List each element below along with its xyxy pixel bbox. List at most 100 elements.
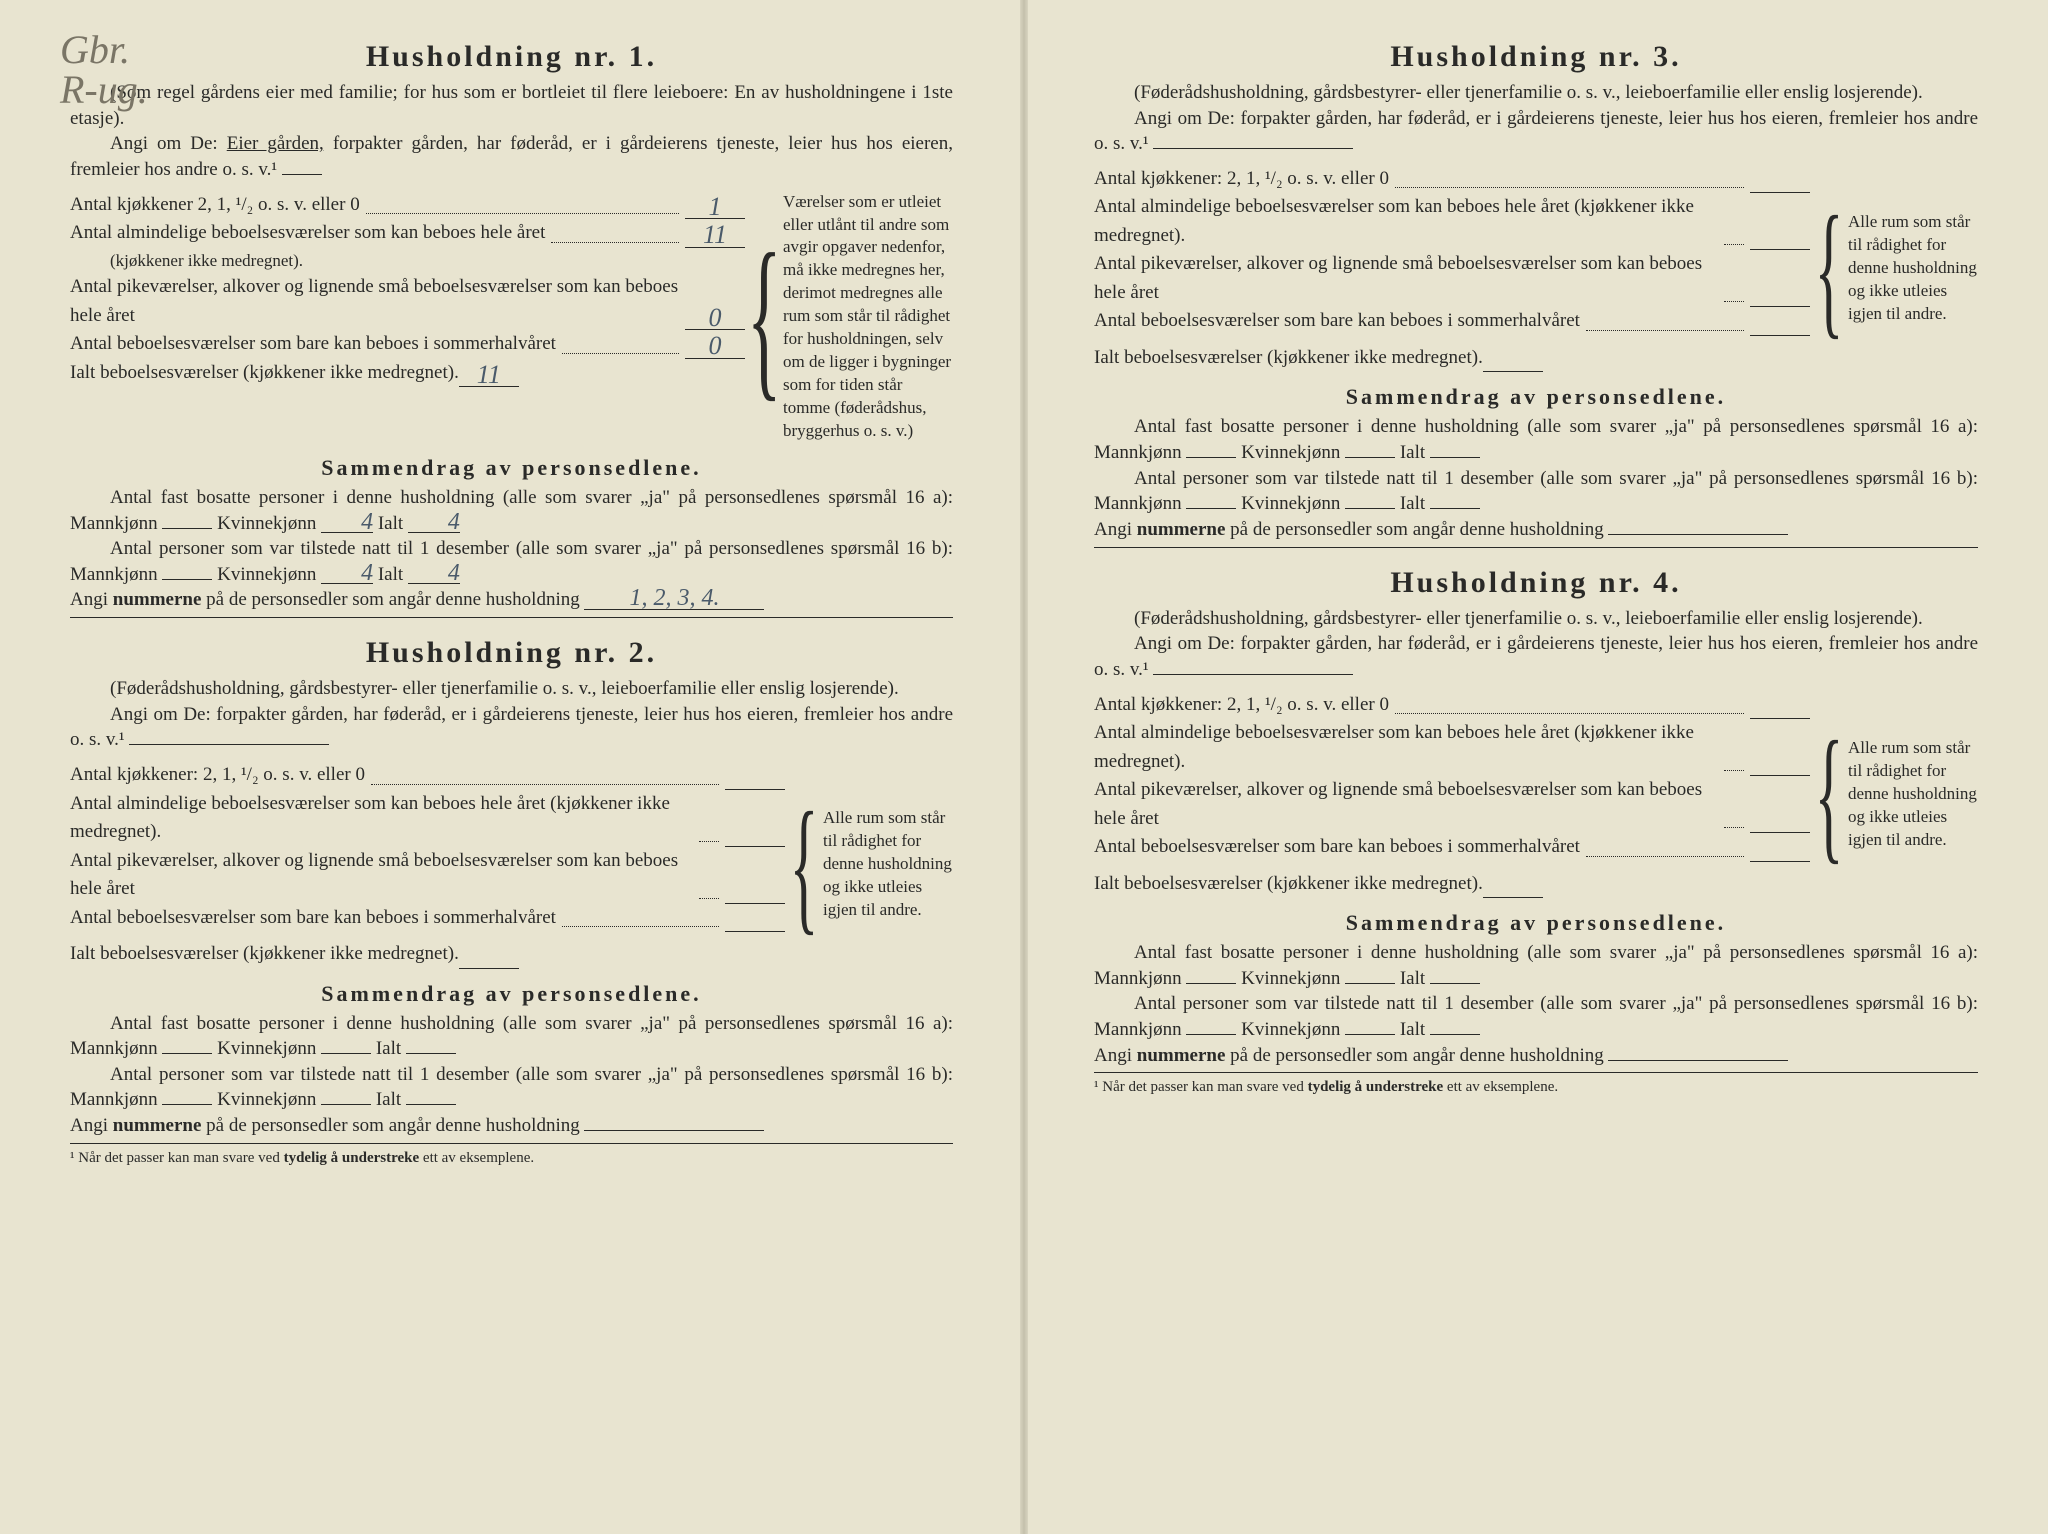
h4-title: Husholdning nr. 4. [1094, 566, 1978, 600]
brace: { [795, 761, 813, 969]
h3-snum-val [1608, 534, 1788, 535]
h1-r1: Antal kjøkkener 2, 1, ¹/₂ o. s. v. eller… [70, 191, 745, 220]
h2-title: Husholdning nr. 2. [70, 636, 953, 670]
fn-bold: tydelig å understreke [284, 1150, 420, 1166]
h1-s1b-kv: Kvinnekjønn [217, 564, 316, 585]
h3-r1: Antal kjøkkener: 2, 1, ¹/₂ o. s. v. elle… [1094, 165, 1810, 194]
h2-rows: Antal kjøkkener: 2, 1, ¹/₂ o. s. v. elle… [70, 761, 785, 969]
h4-s1a-m [1186, 983, 1236, 984]
h2-r4-val [725, 931, 785, 932]
dots [1724, 770, 1744, 771]
h2-s1b-text: Antal personer som var tilstede natt til… [70, 1064, 953, 1111]
household-2: Husholdning nr. 2. (Føderådshusholdning,… [70, 636, 953, 1167]
h1-sub: (Som regel gårdens eier med familie; for… [70, 80, 953, 131]
fn-bold-r: tydelig å understreke [1308, 1079, 1444, 1095]
h4-s1b: Antal personer som var tilstede natt til… [1094, 991, 1978, 1042]
h2-angi-fill [129, 744, 329, 745]
h2-r1: Antal kjøkkener: 2, 1, ¹/₂ o. s. v. elle… [70, 761, 785, 790]
brace: { [1820, 691, 1838, 899]
h4-r3-val [1750, 832, 1810, 833]
dots [562, 353, 679, 354]
h2-s1a-kv-val [321, 1053, 371, 1054]
h4-r4-val [1750, 861, 1810, 862]
h3-sub: (Føderådshusholdning, gårdsbestyrer- ell… [1094, 80, 1978, 106]
h4-r4-label: Antal beboelsesværelser som bare kan beb… [1094, 833, 1580, 862]
h4-r4: Antal beboelsesværelser som bare kan beb… [1094, 833, 1810, 862]
h2-r1-val [725, 789, 785, 790]
h4-angi: Angi om De: forpakter gården, har føderå… [1094, 631, 1978, 682]
h1-snum: Angi nummerne på de personsedler som ang… [70, 587, 953, 613]
household-3: Husholdning nr. 3. (Føderådshusholdning,… [1094, 40, 1978, 548]
dots [562, 926, 719, 927]
h1-r5-label: Ialt beboelsesværelser (kjøkkener ikke m… [70, 359, 459, 388]
h2-angi-text: Angi om De: forpakter gården, har føderå… [70, 704, 953, 751]
h1-angi-pre: Angi om De: [110, 133, 218, 154]
h3-snum: Angi nummerne på de personsedler som ang… [1094, 517, 1978, 543]
h1-s1a-ialt: Ialt [378, 513, 403, 534]
h2-r5-val [459, 968, 519, 969]
h1-s1a-text: Antal fast bosatte personer i denne hush… [70, 487, 953, 534]
h3-r4-val [1750, 335, 1810, 336]
h2-r5: Ialt beboelsesværelser (kjøkkener ikke m… [70, 940, 785, 969]
h2-r2: Antal almindelige beboelsesværelser som … [70, 790, 785, 847]
dots [699, 898, 719, 899]
h4-rows-block: Antal kjøkkener: 2, 1, ¹/₂ o. s. v. elle… [1094, 691, 1978, 899]
h1-r3-val: 0 [685, 306, 745, 330]
h1-s1a: Antal fast bosatte personer i denne hush… [70, 485, 953, 536]
divider [70, 1143, 953, 1144]
h3-note: Alle rum som står til rådighet for denne… [1848, 165, 1978, 373]
h1-r4-val: 0 [685, 334, 745, 358]
h1-r3-label: Antal pikeværelser, alkover og lignende … [70, 273, 685, 330]
h3-angi-fill [1153, 148, 1353, 149]
h4-r2: Antal almindelige beboelsesværelser som … [1094, 719, 1810, 776]
footnote-left: ¹ Når det passer kan man svare ved tydel… [70, 1150, 953, 1167]
h2-s1a-text: Antal fast bosatte personer i denne hush… [70, 1013, 953, 1060]
h4-angi-fill [1153, 674, 1353, 675]
h1-s1b: Antal personer som var tilstede natt til… [70, 536, 953, 587]
h4-r1-label: Antal kjøkkener: 2, 1, ¹/₂ o. s. v. elle… [1094, 691, 1389, 720]
h4-r5-label: Ialt beboelsesværelser (kjøkkener ikke m… [1094, 870, 1483, 899]
h4-s1a-kv: Kvinnekjønn [1241, 968, 1340, 989]
fn-pre: ¹ Når det passer kan man svare ved [70, 1150, 284, 1166]
right-page: Husholdning nr. 3. (Føderådshusholdning,… [1024, 0, 2048, 1534]
divider [1094, 547, 1978, 548]
h4-s1b-m [1186, 1034, 1236, 1035]
h1-r2: Antal almindelige beboelsesværelser som … [70, 219, 745, 248]
h3-s1b-ialt: Ialt [1400, 493, 1425, 514]
h4-r5: Ialt beboelsesværelser (kjøkkener ikke m… [1094, 870, 1810, 899]
h3-sammen-title: Sammendrag av personsedlene. [1094, 384, 1978, 410]
h2-snum-val [584, 1130, 764, 1131]
h2-r2-val [725, 846, 785, 847]
h1-angi: Angi om De: Eier gården, forpakter gårde… [70, 131, 953, 182]
h3-r5: Ialt beboelsesværelser (kjøkkener ikke m… [1094, 344, 1810, 373]
fn-pre-r: ¹ Når det passer kan man svare ved [1094, 1079, 1308, 1095]
h1-r4-label: Antal beboelsesværelser som bare kan beb… [70, 330, 556, 359]
h4-angi-text: Angi om De: forpakter gården, har føderå… [1094, 633, 1978, 680]
h1-r5: Ialt beboelsesværelser (kjøkkener ikke m… [70, 359, 745, 388]
h4-r3: Antal pikeværelser, alkover og lignende … [1094, 776, 1810, 833]
h4-sammen-title: Sammendrag av personsedlene. [1094, 910, 1978, 936]
dots [1724, 827, 1744, 828]
dots [1395, 713, 1744, 714]
h2-angi: Angi om De: forpakter gården, har føderå… [70, 702, 953, 753]
h3-rows-block: Antal kjøkkener: 2, 1, ¹/₂ o. s. v. elle… [1094, 165, 1978, 373]
h3-r5-label: Ialt beboelsesværelser (kjøkkener ikke m… [1094, 344, 1483, 373]
handwrite-line2: R-ug. [60, 70, 148, 110]
h3-s1a: Antal fast bosatte personer i denne hush… [1094, 414, 1978, 465]
h4-s1a-text: Antal fast bosatte personer i denne hush… [1094, 942, 1978, 989]
h3-s1a-kv-val [1345, 457, 1395, 458]
h1-snum-label: Angi nummerne på de personsedler som ang… [70, 589, 580, 610]
h3-s1b: Antal personer som var tilstede natt til… [1094, 466, 1978, 517]
h3-r4: Antal beboelsesværelser som bare kan beb… [1094, 307, 1810, 336]
divider [1094, 1072, 1978, 1073]
h1-r2-label: Antal almindelige beboelsesværelser som … [70, 219, 545, 248]
h3-s1a-m [1186, 457, 1236, 458]
h1-r1-val: 1 [685, 195, 745, 219]
h2-s1b: Antal personer som var tilstede natt til… [70, 1062, 953, 1113]
h4-s1b-kv: Kvinnekjønn [1241, 1019, 1340, 1040]
h2-r3-label: Antal pikeværelser, alkover og lignende … [70, 847, 693, 904]
h1-s1a-kv-val: 4 [321, 513, 373, 533]
h4-r1-val [1750, 718, 1810, 719]
h1-sammen-title: Sammendrag av personsedlene. [70, 455, 953, 481]
h2-r3: Antal pikeværelser, alkover og lignende … [70, 847, 785, 904]
